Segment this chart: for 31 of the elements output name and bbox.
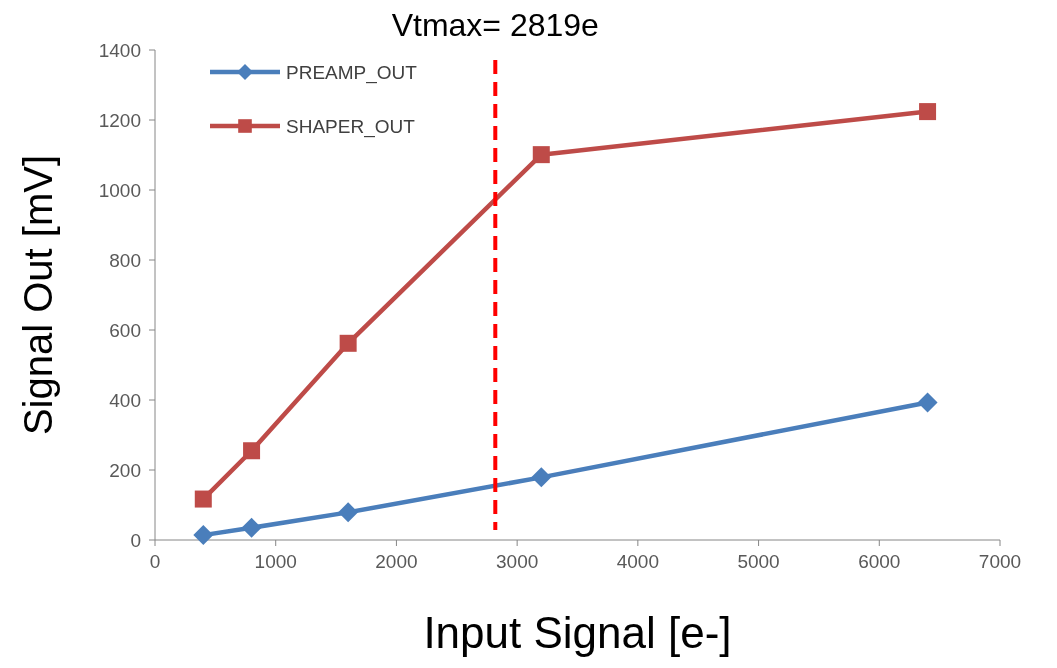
x-tick-label: 1000 [254,551,297,572]
y-tick-label: 800 [109,250,141,271]
legend-label: PREAMP_OUT [286,62,418,84]
point [917,392,938,413]
y-tick-label: 200 [109,460,141,481]
y-tick-label: 1400 [98,40,141,61]
point [243,442,261,460]
x-tick-label: 5000 [737,551,780,572]
x-tick-label: 4000 [616,551,659,572]
point [194,490,212,508]
point [532,146,550,164]
point [531,467,552,488]
y-tick-label: 0 [130,530,141,551]
x-axis-title: Input Signal [e-] [423,608,732,657]
ref-line-label: Vtmax= 2819e [391,7,599,43]
point [193,525,214,546]
legend-label: SHAPER_OUT [286,116,416,138]
y-tick-label: 1000 [98,180,141,201]
x-tick-label: 3000 [496,551,539,572]
point [919,103,937,121]
x-tick-label: 2000 [375,551,418,572]
x-tick-label: 7000 [978,551,1022,572]
point [241,517,262,538]
x-tick-label: 6000 [858,551,901,572]
y-tick-label: 600 [109,320,141,341]
point [339,334,357,352]
point [338,502,359,523]
y-tick-label: 400 [109,390,141,411]
y-axis-title: Signal Out [mV] [16,154,60,436]
y-tick-label: 1200 [98,110,141,131]
x-tick-label: 0 [149,551,161,572]
